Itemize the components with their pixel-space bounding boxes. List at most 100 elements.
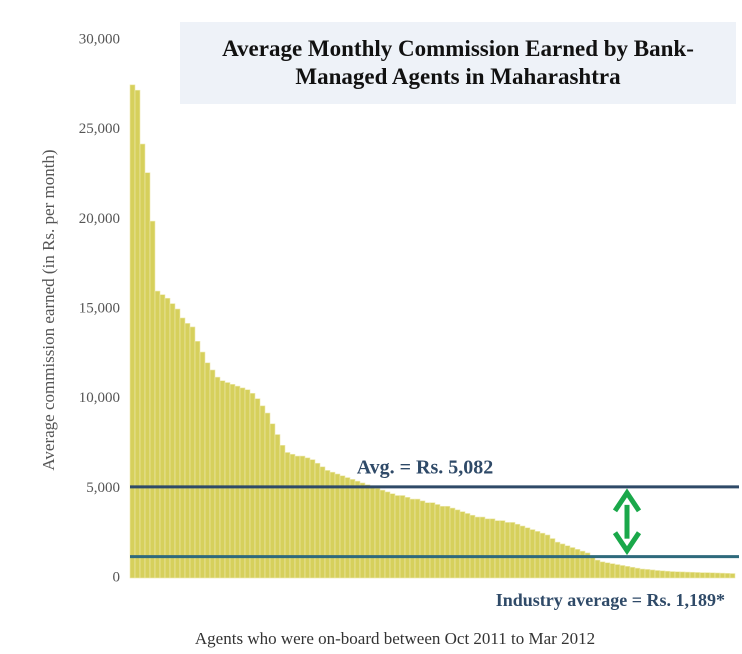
bar xyxy=(609,563,616,579)
bar xyxy=(674,571,681,579)
bar xyxy=(424,502,431,579)
bar xyxy=(294,455,301,579)
bar xyxy=(414,498,421,579)
bar xyxy=(394,495,401,579)
bar xyxy=(244,389,251,579)
bar xyxy=(469,514,476,579)
bar xyxy=(699,572,706,579)
y-tick-label: 5,000 xyxy=(86,480,120,496)
bar xyxy=(569,547,576,579)
bar xyxy=(399,495,406,579)
bar xyxy=(599,561,606,579)
bar xyxy=(184,323,191,579)
bar xyxy=(379,489,386,579)
bar xyxy=(464,513,471,579)
x-axis-label: Agents who were on-board between Oct 201… xyxy=(195,629,595,648)
bar xyxy=(169,303,176,579)
bar xyxy=(589,556,596,579)
bar xyxy=(209,369,216,579)
bar xyxy=(304,457,311,579)
bar xyxy=(404,496,411,579)
gap-arrow-head xyxy=(612,488,642,513)
y-tick-label: 0 xyxy=(113,569,121,585)
bar xyxy=(349,479,356,579)
bar xyxy=(449,507,456,579)
bar xyxy=(144,172,151,579)
bar xyxy=(419,500,426,579)
bar xyxy=(229,384,236,579)
bar xyxy=(564,545,571,579)
bar xyxy=(664,570,671,579)
y-tick-label: 10,000 xyxy=(79,390,120,406)
bar xyxy=(509,522,516,579)
average-label: Avg. = Rs. 5,082 xyxy=(357,456,494,478)
bar xyxy=(729,573,736,579)
bar xyxy=(494,520,501,579)
bar xyxy=(149,220,156,579)
bar xyxy=(559,543,566,579)
y-tick-label: 30,000 xyxy=(79,31,120,47)
bar xyxy=(259,405,266,579)
chart-title: Average Monthly Commission Earned by Ban… xyxy=(222,36,694,89)
bar xyxy=(434,504,441,579)
bar xyxy=(369,486,376,579)
bar xyxy=(164,297,171,579)
bar xyxy=(224,382,231,579)
bar xyxy=(659,570,666,579)
bar xyxy=(484,518,491,579)
bar xyxy=(554,541,561,579)
bar xyxy=(709,572,716,579)
bar xyxy=(524,527,531,579)
bar xyxy=(159,294,166,579)
bar xyxy=(654,570,661,579)
y-tick-label: 25,000 xyxy=(79,121,120,137)
bar xyxy=(134,89,141,579)
bar xyxy=(704,572,711,579)
bar xyxy=(474,516,481,579)
bar xyxy=(694,572,701,579)
bar xyxy=(459,511,466,579)
bar xyxy=(529,529,536,579)
bar xyxy=(339,475,346,579)
bar xyxy=(364,484,371,579)
y-axis-label: Average commission earned (in Rs. per mo… xyxy=(39,149,58,470)
bar xyxy=(504,522,511,579)
bar xyxy=(719,572,726,579)
bar xyxy=(199,351,206,579)
bar xyxy=(639,568,646,579)
bar xyxy=(669,571,676,579)
bar xyxy=(354,480,361,579)
bar xyxy=(179,317,186,579)
y-tick-label: 20,000 xyxy=(79,211,120,227)
bar xyxy=(679,571,686,579)
bar xyxy=(714,572,721,579)
bar xyxy=(604,562,611,579)
bar xyxy=(649,569,656,579)
bar xyxy=(334,473,341,579)
bar xyxy=(389,493,396,579)
y-tick-label: 15,000 xyxy=(79,300,120,316)
title-box: Average Monthly Commission Earned by Ban… xyxy=(180,22,736,104)
bar xyxy=(579,550,586,579)
bar xyxy=(299,455,306,579)
industry-average-label: Industry average = Rs. 1,189* xyxy=(496,590,725,610)
bar xyxy=(309,459,316,579)
bar xyxy=(594,559,601,579)
bar xyxy=(139,143,146,579)
bar xyxy=(174,308,181,579)
bar xyxy=(724,573,731,579)
bar xyxy=(499,520,506,579)
bar xyxy=(479,516,486,579)
bar xyxy=(454,509,461,579)
bar xyxy=(234,385,241,579)
bar xyxy=(689,571,696,579)
bar xyxy=(614,564,621,579)
bar xyxy=(289,453,296,579)
bar xyxy=(619,565,626,579)
bar xyxy=(204,362,211,579)
bar xyxy=(214,376,221,579)
bar xyxy=(384,491,391,579)
bar xyxy=(514,523,521,579)
